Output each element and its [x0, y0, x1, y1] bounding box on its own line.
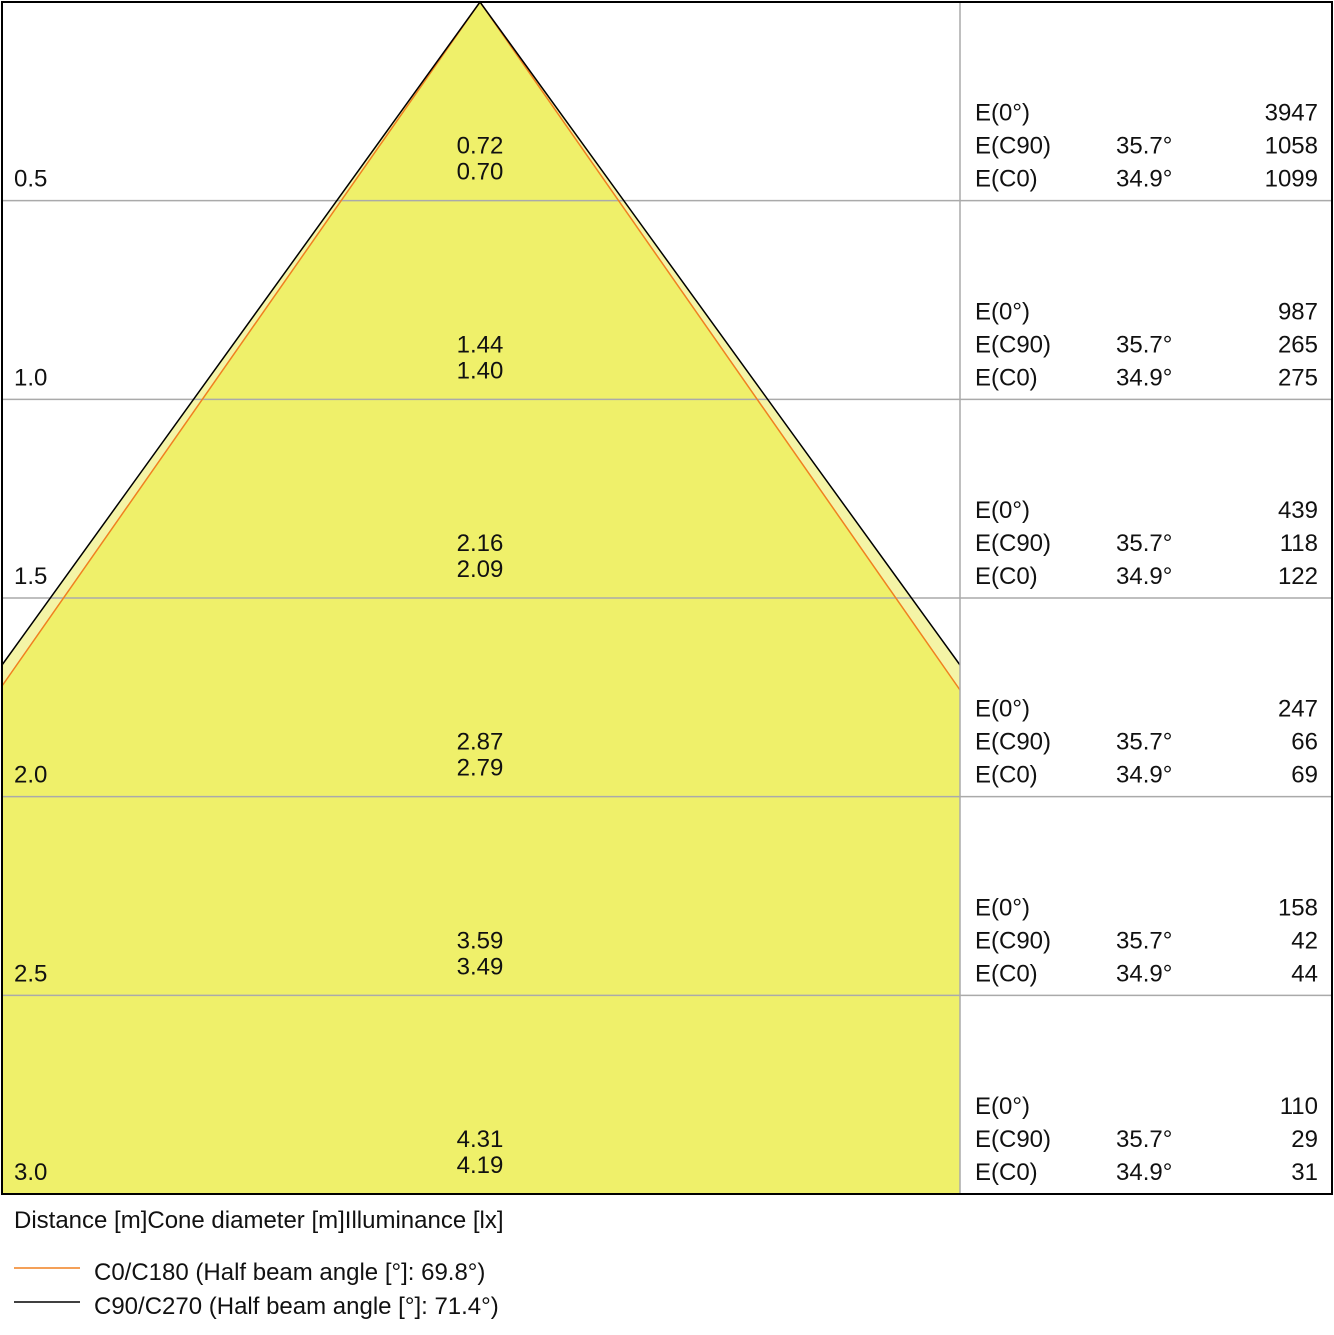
illuminance-value: 275 [1278, 364, 1318, 391]
illuminance-value: 42 [1291, 927, 1318, 954]
cone-diameter: 0.72 [457, 133, 504, 160]
illuminance-label: E(C0) [975, 166, 1038, 193]
illuminance-value: 247 [1278, 696, 1318, 723]
cone-diameter: 2.87 [457, 729, 504, 756]
illuminance-label: E(0°) [975, 298, 1030, 325]
illuminance-value: 110 [1280, 1093, 1318, 1120]
header: Illuminance [lx] [345, 1207, 504, 1234]
illuminance-label: E(0°) [975, 1093, 1030, 1120]
distance: 1.0 [14, 364, 47, 391]
cone-diameter: 0.70 [457, 159, 504, 186]
half-angle: 34.9° [1116, 166, 1172, 193]
legend-label: C90/C270 (Half beam angle [°]: 71.4°) [94, 1293, 499, 1320]
illuminance-value: 118 [1280, 530, 1318, 557]
cone-diameter: 4.19 [457, 1152, 504, 1179]
half-angle: 35.7° [1116, 927, 1172, 954]
illuminance-value: 265 [1278, 331, 1318, 358]
half-angle: 35.7° [1116, 133, 1172, 160]
illuminance-label: E(0°) [975, 894, 1030, 921]
illuminance-label: E(C0) [975, 364, 1038, 391]
illuminance-value: 44 [1291, 960, 1318, 987]
illuminance-label: E(C90) [975, 331, 1051, 358]
illuminance-value: 158 [1278, 894, 1318, 921]
header: Cone diameter [m] [147, 1207, 344, 1234]
half-angle: 35.7° [1116, 729, 1172, 756]
illuminance-label: E(0°) [975, 696, 1030, 723]
distance: 3.0 [14, 1159, 47, 1186]
half-angle: 34.9° [1116, 960, 1172, 987]
cone-diameter: 1.40 [457, 357, 504, 384]
illuminance-value: 66 [1291, 729, 1318, 756]
illuminance-label: E(C90) [975, 927, 1051, 954]
illuminance-label: E(0°) [975, 100, 1030, 127]
illuminance-value: 29 [1291, 1126, 1318, 1153]
cone-diameter: 2.16 [457, 530, 504, 557]
distance: 2.5 [14, 960, 47, 987]
legend-label: C0/C180 (Half beam angle [°]: 69.8°) [94, 1259, 485, 1286]
illuminance-value: 1099 [1265, 166, 1318, 193]
illuminance-value: 69 [1291, 762, 1318, 789]
distance: 0.5 [14, 166, 47, 193]
cone-diameter: 1.44 [457, 331, 504, 358]
illuminance-label: E(C90) [975, 133, 1051, 160]
illuminance-value: 3947 [1265, 100, 1318, 127]
frame [1, 1, 1333, 1195]
half-angle: 34.9° [1116, 762, 1172, 789]
half-angle: 35.7° [1116, 530, 1172, 557]
illuminance-label: E(0°) [975, 497, 1030, 524]
illuminance-label: E(C90) [975, 1126, 1051, 1153]
illuminance-label: E(C0) [975, 1159, 1038, 1186]
cone-diameter: 2.79 [457, 755, 504, 782]
illuminance-value: 122 [1278, 563, 1318, 590]
half-angle: 35.7° [1116, 331, 1172, 358]
cone-diameter: 4.31 [457, 1126, 504, 1153]
cone-diameter: 2.09 [457, 556, 504, 583]
illuminance-value: 987 [1278, 298, 1318, 325]
cone-diameter: 3.49 [457, 953, 504, 980]
illuminance-label: E(C0) [975, 762, 1038, 789]
distance: 1.5 [14, 563, 47, 590]
illuminance-label: E(C90) [975, 729, 1051, 756]
illuminance-value: 31 [1291, 1159, 1318, 1186]
half-angle: 35.7° [1116, 1126, 1172, 1153]
headers: Distance [m]Cone diameter [m]Illuminance… [14, 1207, 504, 1234]
illuminance-label: E(C0) [975, 960, 1038, 987]
header: Distance [m] [14, 1207, 147, 1234]
half-angle: 34.9° [1116, 1159, 1172, 1186]
half-angle: 34.9° [1116, 364, 1172, 391]
half-angle: 34.9° [1116, 563, 1172, 590]
distance: 2.0 [14, 762, 47, 789]
cone-diameter: 3.59 [457, 927, 504, 954]
illuminance-value: 1058 [1265, 133, 1318, 160]
illuminance-label: E(C90) [975, 530, 1051, 557]
illuminance-value: 439 [1278, 497, 1318, 524]
illuminance-label: E(C0) [975, 563, 1038, 590]
